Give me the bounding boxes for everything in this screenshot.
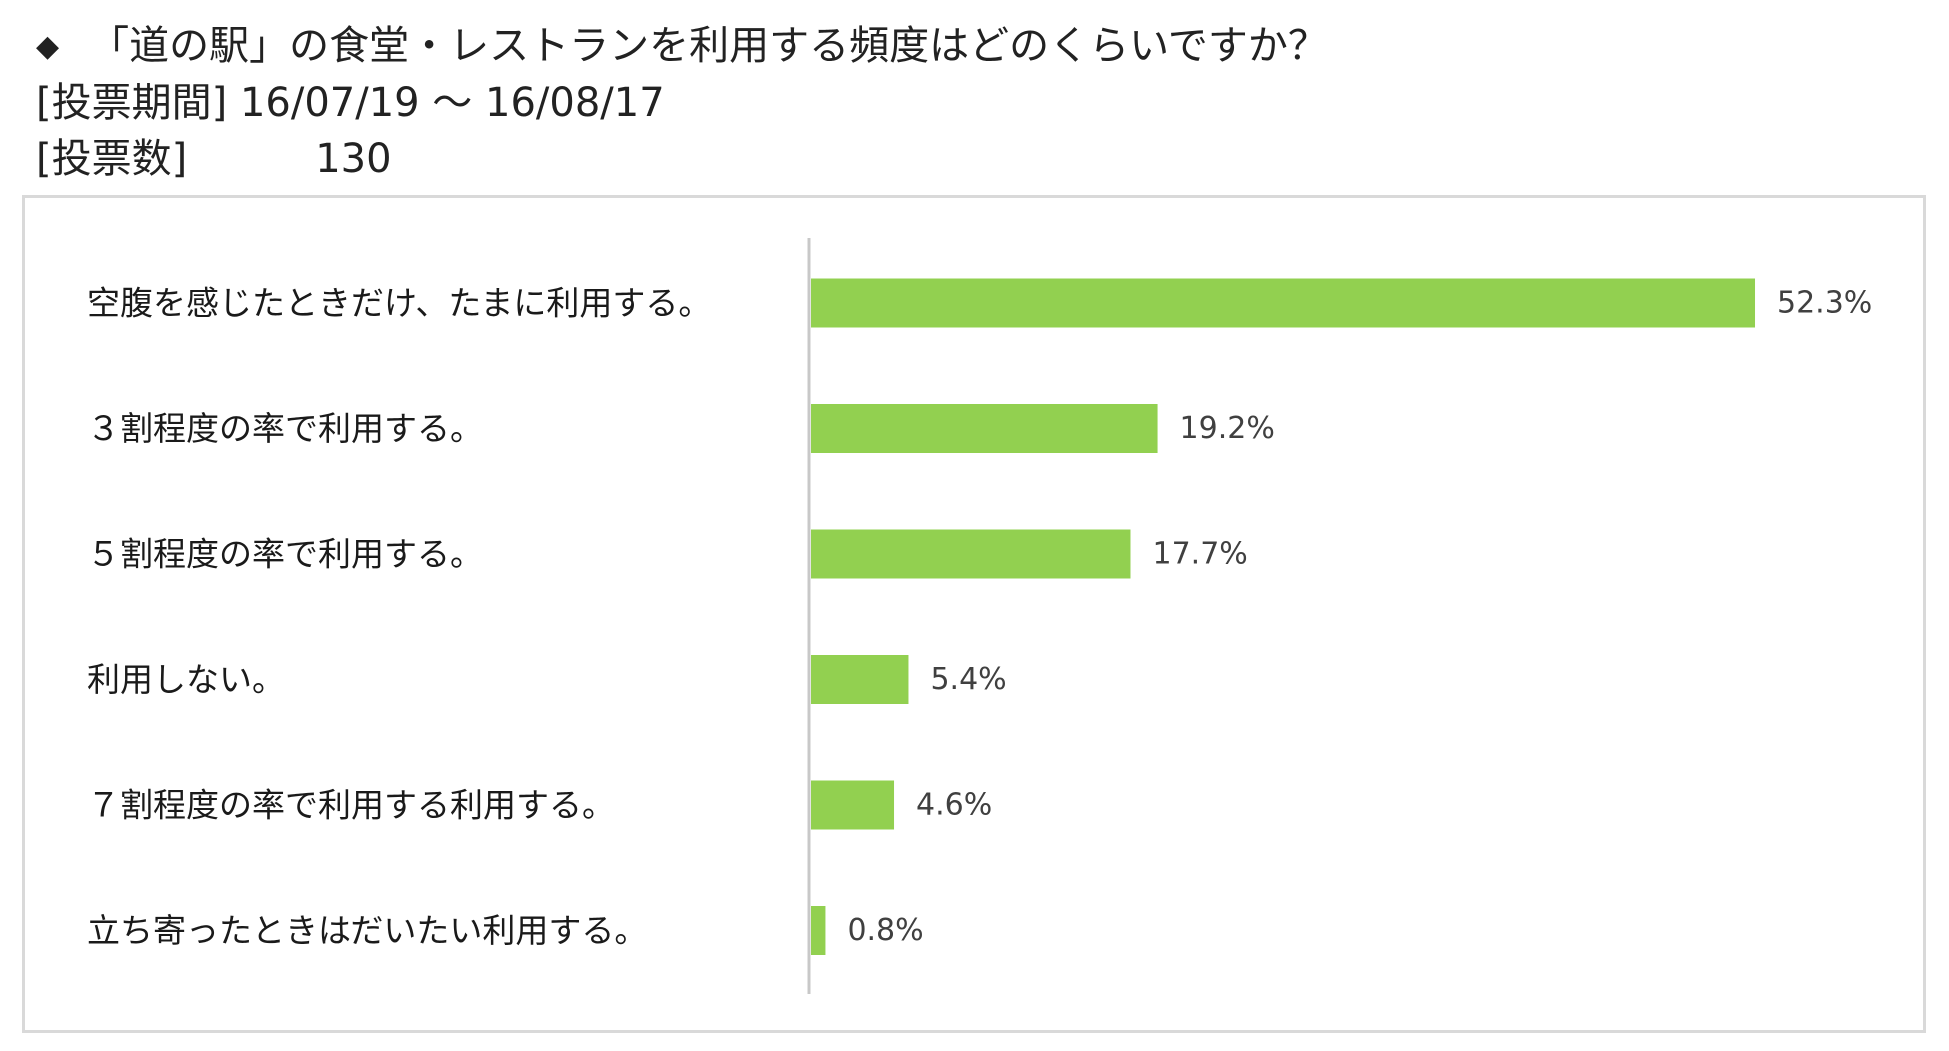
period-value: 16/07/19 ～ 16/08/17 [239,80,665,126]
diamond-bullet-icon: ◆ [36,29,60,64]
bar [811,529,1131,579]
bar [811,404,1158,453]
bar-row: 立ち寄ったときはだいたい利用する。 0.8% [87,906,924,955]
bar [811,278,1756,328]
question-line: ◆ 「道の駅」の食堂・レストランを利用する頻度はどのくらいですか？ [36,18,1916,75]
value-label: 0.8% [847,913,923,948]
votes-line: [投票数] 130 [36,131,1916,187]
category-label: ７割程度の率で利用する利用する。 [87,786,615,825]
bar [811,906,826,955]
chart-frame: 空腹を感じたときだけ、たまに利用する。 52.3% ３割程度の率で利用する。 19.2… [22,195,1926,1033]
category-label: 利用しない。 [87,660,285,699]
period-line: [投票期間] 16/07/19 ～ 16/08/17 [36,75,1916,131]
value-label: 4.6% [916,788,992,823]
chart-header: ◆ 「道の駅」の食堂・レストランを利用する頻度はどのくらいですか？ [投票期間] … [36,18,1916,187]
bar-row: ３割程度の率で利用する。 19.2% [87,404,1275,453]
votes-label: [投票数] [36,136,188,182]
period-label: [投票期間] [36,80,228,126]
bar-chart: 空腹を感じたときだけ、たまに利用する。 52.3% ３割程度の率で利用する。 19.2… [87,238,1872,994]
votes-value: 130 [315,136,392,182]
category-label: 立ち寄ったときはだいたい利用する。 [87,911,647,950]
bar-row: 空腹を感じたときだけ、たまに利用する。 52.3% [87,278,1872,328]
value-label: 17.7% [1152,537,1247,572]
value-label: 52.3% [1777,286,1872,321]
category-label: ５割程度の率で利用する。 [87,535,483,574]
value-label: 5.4% [930,662,1006,697]
bar-row: ７割程度の率で利用する利用する。 4.6% [87,780,992,830]
bar-row: ５割程度の率で利用する。 17.7% [87,529,1248,579]
question-title: 「道の駅」の食堂・レストランを利用する頻度はどのくらいですか？ [89,23,1328,69]
bar [811,655,909,704]
category-label: 空腹を感じたときだけ、たまに利用する。 [87,284,711,323]
bar [811,780,895,830]
value-label: 19.2% [1180,411,1275,446]
bar-row: 利用しない。 5.4% [87,655,1007,704]
category-label: ３割程度の率で利用する。 [87,409,483,448]
